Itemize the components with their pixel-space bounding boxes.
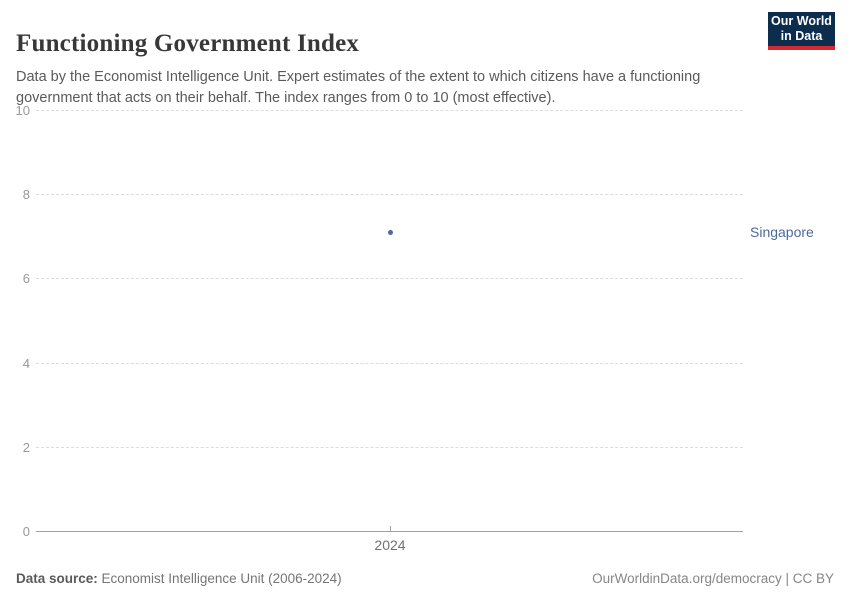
y-tick-label: 8: [22, 187, 30, 203]
y-tick-label: 2: [22, 439, 30, 455]
chart-footer: Data source: Economist Intelligence Unit…: [16, 571, 834, 586]
gridline: [36, 194, 743, 196]
data-source: Data source: Economist Intelligence Unit…: [16, 571, 342, 586]
chart-subtitle: Data by the Economist Intelligence Unit.…: [16, 68, 701, 106]
gridline: [36, 362, 743, 364]
x-tick-mark: [390, 526, 391, 531]
owid-logo-line2: in Data: [780, 29, 823, 43]
gridline: [36, 110, 743, 111]
y-tick-label: 6: [22, 271, 30, 287]
gridline: [36, 278, 743, 280]
attribution-link[interactable]: OurWorldinData.org/democracy | CC BY: [592, 571, 834, 586]
x-tick-label: 2024: [374, 537, 406, 553]
data-source-label: Data source:: [16, 571, 98, 586]
chart-title: Functioning Government Index: [16, 29, 360, 57]
owid-logo-line1: Our World: [771, 14, 832, 29]
entity-label-singapore[interactable]: Singapore: [750, 224, 814, 241]
y-tick-label: 10: [15, 103, 30, 118]
y-tick-label: 0: [22, 524, 30, 539]
gridline: [36, 446, 743, 448]
y-tick-label: 4: [22, 355, 30, 371]
data-source-value: Economist Intelligence Unit (2006-2024): [97, 571, 342, 586]
x-axis-line: [36, 531, 743, 532]
data-point-singapore[interactable]: [387, 229, 393, 235]
owid-logo[interactable]: Our World in Data: [768, 12, 835, 50]
